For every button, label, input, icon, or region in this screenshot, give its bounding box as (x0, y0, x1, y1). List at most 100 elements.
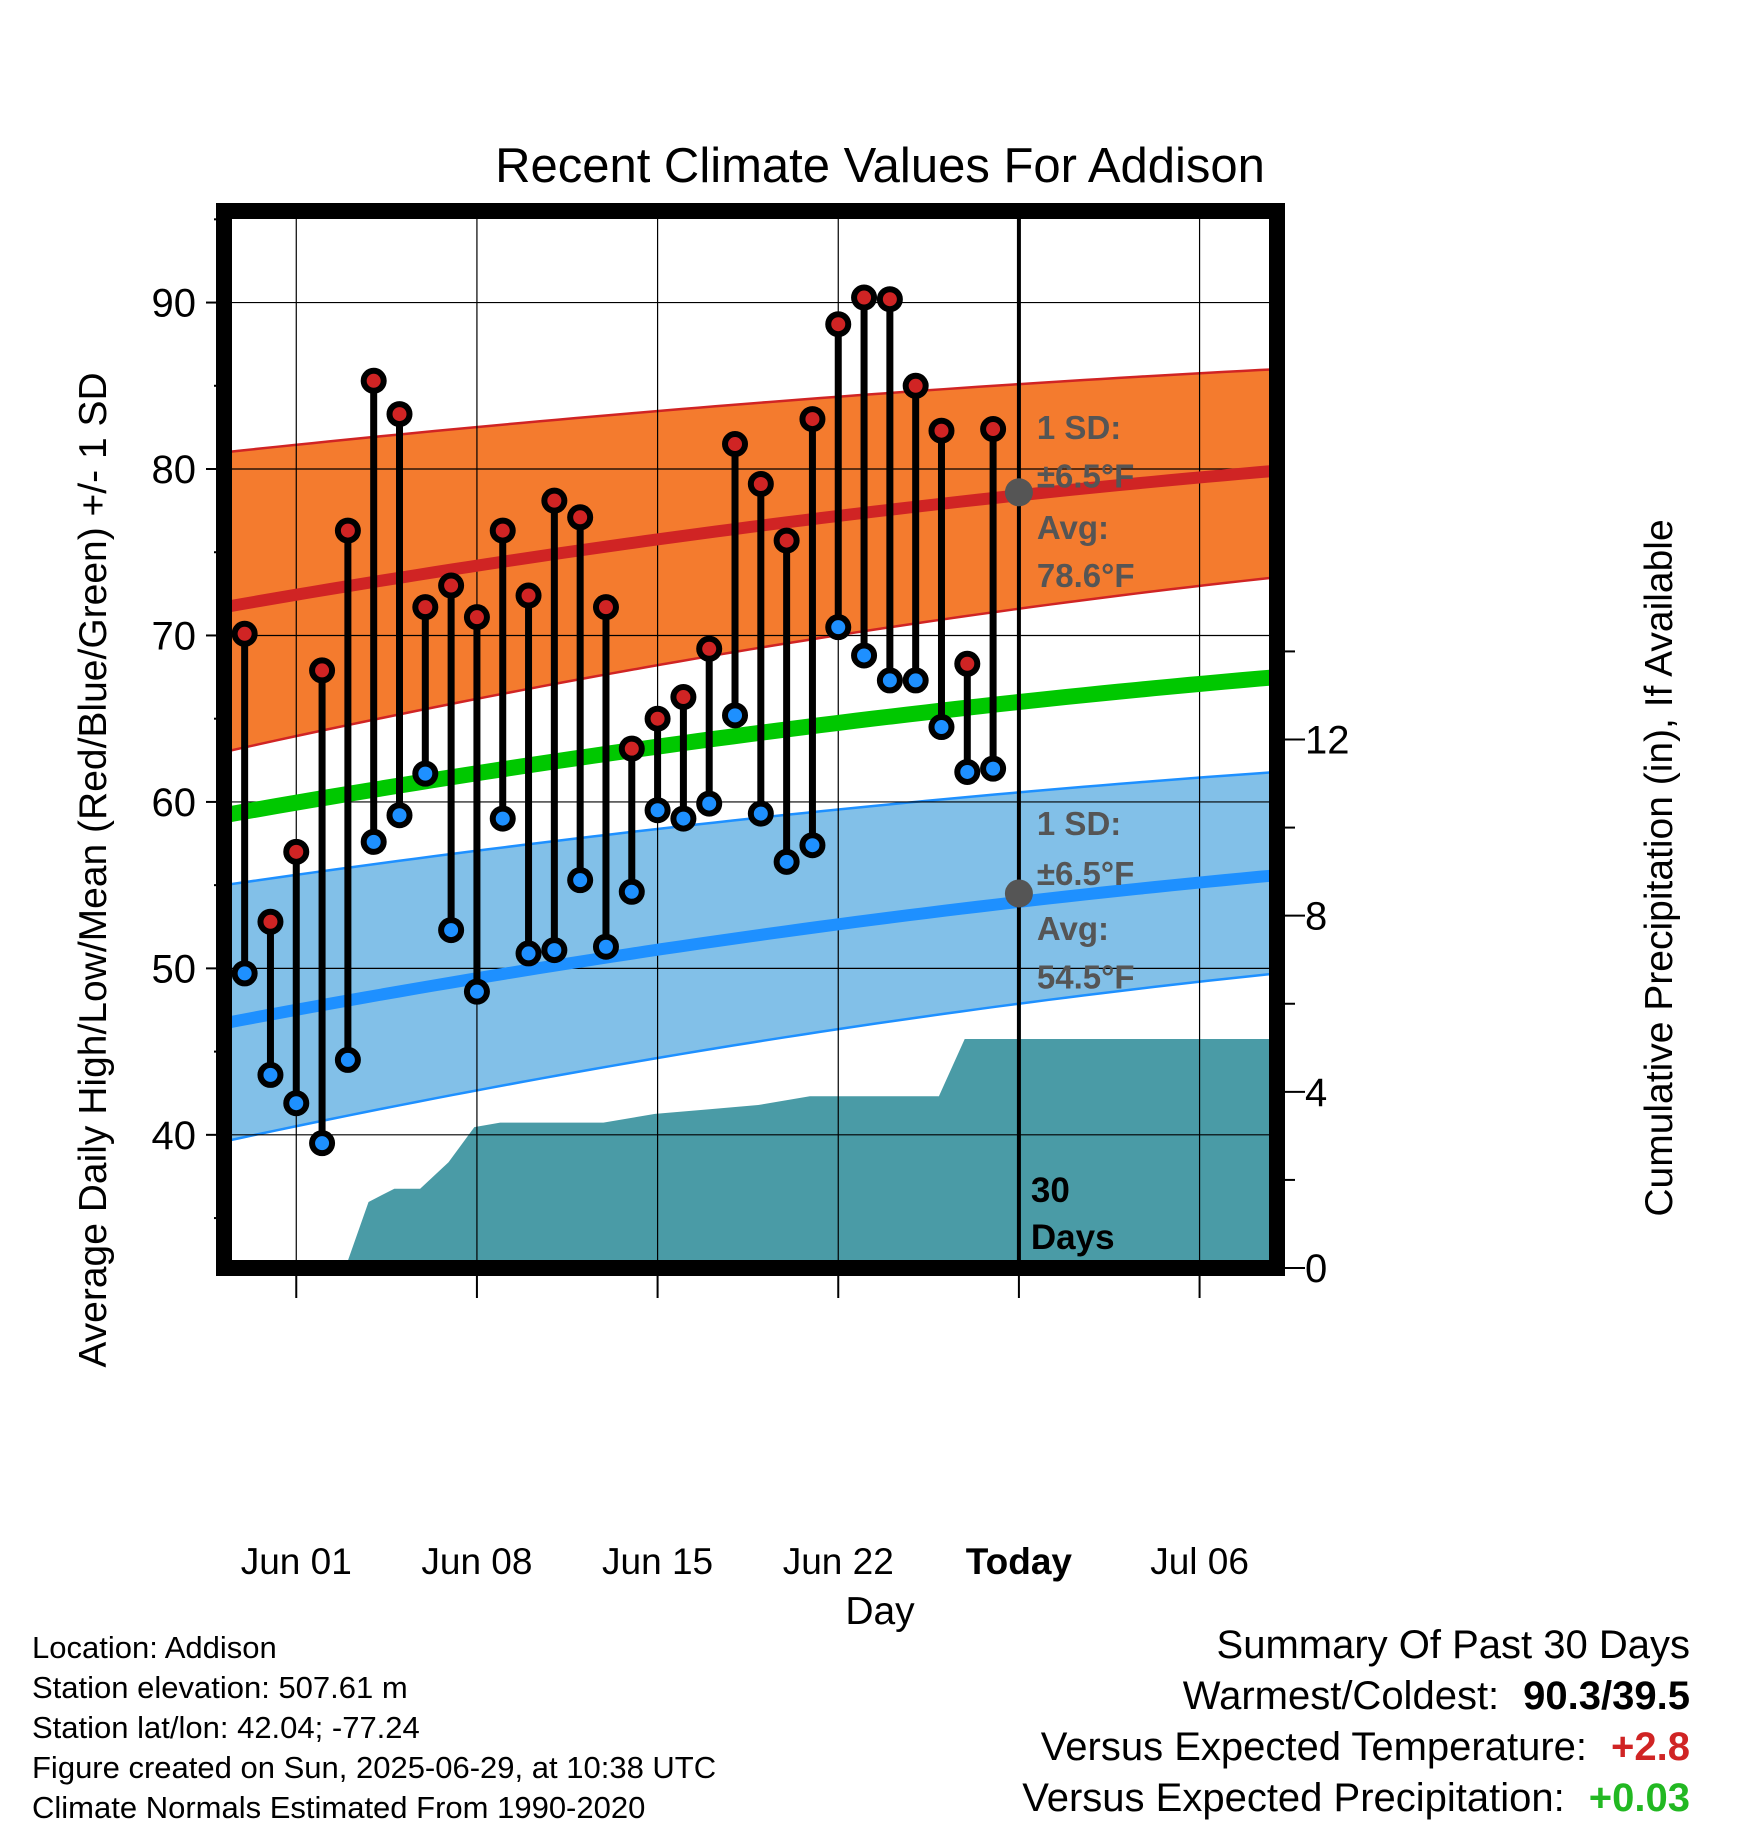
daily-low-dot (954, 758, 981, 785)
high-sd-band (224, 369, 1277, 752)
y-tick-label: 70 (152, 614, 197, 658)
summary-title: Summary Of Past 30 Days (1216, 1623, 1690, 1667)
y2-axis-label: Cumulative Precipitation (in), If Availa… (1638, 519, 1681, 1216)
latlon-text: Station lat/lon: 42.04; -77.24 (32, 1710, 420, 1745)
daily-high-dot (412, 594, 439, 621)
daily-high-dot (980, 416, 1007, 443)
low-avg-label-line2: 54.5°F (1037, 958, 1135, 995)
summary-warm-cold-row: Warmest/Coldest: 90.3/39.5 (1022, 1671, 1690, 1722)
daily-low-dot (902, 667, 929, 694)
daily-low-dot (386, 802, 413, 829)
y2-tick-label: 12 (1305, 719, 1350, 763)
y-tick-label: 60 (152, 781, 197, 825)
high-avg-label-line1: Avg: (1037, 509, 1109, 546)
daily-high-dot (876, 286, 903, 313)
y2-tick-label: 8 (1305, 895, 1327, 939)
plot-content (224, 211, 1277, 1268)
daily-high-dot (799, 406, 826, 433)
low-sd-band (224, 771, 1277, 1142)
daily-low-dot (670, 805, 697, 832)
precip-label: Versus Expected Precipitation: (1022, 1776, 1565, 1820)
daily-low-dot (799, 832, 826, 859)
daily-low-dot (876, 667, 903, 694)
plot-area: 1 SD: ±6.5°F Avg: 78.6°F 1 SD: ±6.5°F Avg: 54.5… (152, 203, 1350, 1582)
daily-low-dot (722, 702, 749, 729)
daily-high-dot (851, 284, 878, 311)
daily-high-dot (515, 582, 542, 609)
precip-area (345, 1038, 1277, 1268)
x-tick-label: Jun 15 (602, 1541, 713, 1582)
x-tick-label: Jul 06 (1150, 1541, 1249, 1582)
daily-high-dot (386, 401, 413, 428)
daily-high-dot (618, 735, 645, 762)
temp-label: Versus Expected Temperature: (1040, 1725, 1588, 1769)
today-high-avg-marker (1004, 478, 1033, 507)
daily-low-dot (257, 1061, 284, 1088)
y-tick-label: 80 (152, 448, 197, 492)
today-low-avg-marker (1004, 879, 1033, 908)
daily-high-dot (722, 431, 749, 458)
daily-low-dot (309, 1130, 336, 1157)
window-label-line1: 30 (1031, 1171, 1070, 1210)
y-tick-label: 50 (152, 947, 197, 991)
plot-frame (216, 203, 1285, 1276)
daily-high-dot (747, 470, 774, 497)
y-tick-label: 90 (152, 282, 197, 326)
daily-high-dot (541, 487, 568, 514)
daily-low-dot (489, 805, 516, 832)
window-label-line2: Days (1031, 1218, 1115, 1257)
daily-low-dot (515, 940, 542, 967)
temp-value: +2.8 (1611, 1725, 1690, 1769)
daily-low-dot (360, 828, 387, 855)
low-sd-label-line2: ±6.5°F (1037, 855, 1134, 892)
low-sd-lower-line (224, 972, 1277, 1143)
daily-high-dot (825, 311, 852, 338)
daily-high-dot (954, 650, 981, 677)
summary-panel: Summary Of Past 30 Days Warmest/Coldest:… (1022, 1620, 1690, 1824)
daily-high-dot (489, 517, 516, 544)
warm-cold-value: 90.3/39.5 (1523, 1674, 1690, 1718)
elevation-text: Station elevation: 507.61 m (32, 1670, 408, 1705)
daily-low-dot (851, 642, 878, 669)
daily-low-dot (231, 960, 258, 987)
y-axis-label: Average Daily High/Low/Mean (Red/Blue/Gr… (72, 372, 115, 1367)
daily-low-dot (747, 800, 774, 827)
chart-title: Recent Climate Values For Addison (495, 139, 1265, 193)
summary-precip-row: Versus Expected Precipitation: +0.03 (1022, 1773, 1690, 1824)
daily-low-dot (644, 797, 671, 824)
low-avg-label-line1: Avg: (1037, 910, 1109, 947)
y2-tick-label: 4 (1305, 1071, 1327, 1115)
x-tick-label: Today (966, 1541, 1073, 1582)
daily-low-dot (928, 714, 955, 741)
daily-high-dot (463, 604, 490, 631)
daily-high-dot (644, 705, 671, 732)
warm-cold-label: Warmest/Coldest: (1182, 1674, 1500, 1718)
high-sd-label-line2: ±6.5°F (1037, 457, 1134, 494)
high-avg-label-line2: 78.6°F (1037, 557, 1135, 594)
x-tick-label: Jun 08 (421, 1541, 532, 1582)
daily-low-dot (334, 1046, 361, 1073)
normal-low-line (224, 869, 1277, 1030)
daily-low-dot (618, 878, 645, 905)
daily-high-dot (592, 594, 619, 621)
daily-high-dot (902, 372, 929, 399)
daily-low-dot (438, 917, 465, 944)
daily-high-dot (309, 657, 336, 684)
normals-text: Climate Normals Estimated From 1990-2020 (32, 1790, 646, 1825)
high-sd-label-line1: 1 SD: (1037, 409, 1121, 446)
location-text: Location: Addison (32, 1630, 277, 1665)
precip-value: +0.03 (1588, 1776, 1690, 1820)
daily-low-dot (592, 933, 619, 960)
station-info: Location: Addison Station elevation: 507… (32, 1628, 716, 1828)
daily-low-dot (696, 790, 723, 817)
daily-high-dot (334, 517, 361, 544)
daily-high-dot (567, 504, 594, 531)
daily-low-dot (412, 760, 439, 787)
daily-high-dot (670, 684, 697, 711)
daily-high-dot (696, 635, 723, 662)
x-tick-label: Jun 01 (241, 1541, 352, 1582)
daily-high-dot (773, 527, 800, 554)
daily-low-dot (541, 937, 568, 964)
created-text: Figure created on Sun, 2025-06-29, at 10… (32, 1750, 717, 1785)
